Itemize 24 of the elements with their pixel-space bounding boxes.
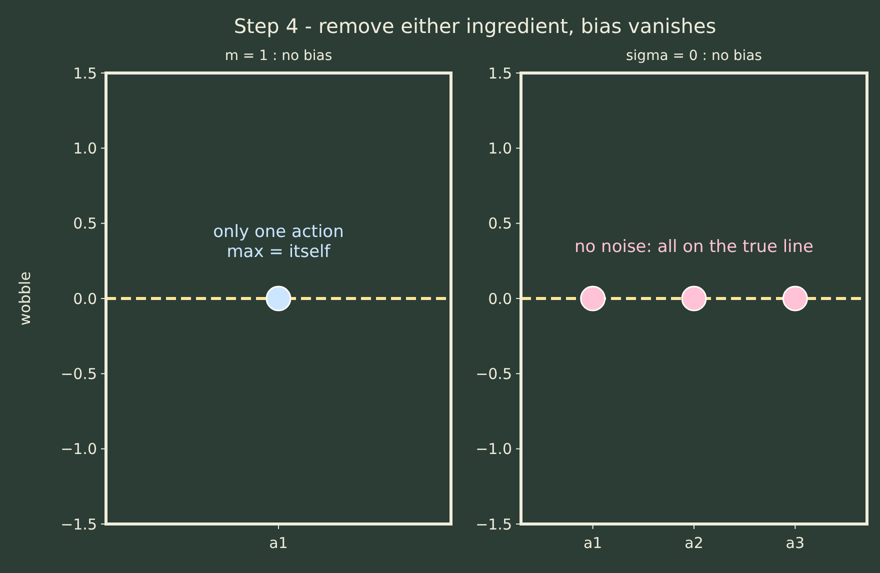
y-tick-label: 1.5 (73, 64, 97, 82)
y-tick-label: 0.0 (488, 290, 512, 308)
y-axis-title: wobble (16, 272, 34, 326)
y-tick-label: −0.5 (60, 364, 97, 383)
y-tick-label: −0.5 (476, 364, 512, 383)
y-tick-label: −1.5 (60, 515, 97, 534)
annotation: only one action max = itself (213, 222, 344, 262)
y-tick-label: −1.0 (476, 440, 512, 458)
y-tick-label: −1.5 (476, 515, 512, 534)
y-tick-label: 0.5 (73, 214, 97, 233)
chart-title: Step 4 - remove either ingredient, bias vanishes (234, 14, 716, 38)
chart-subtitle: m = 1 : no bias (224, 48, 332, 64)
y-tick-label: −1.0 (60, 440, 97, 458)
annotation: no noise: all on the true line (574, 237, 814, 257)
y-tick-label: 0.5 (488, 214, 512, 233)
y-tick-label: 1.0 (73, 139, 97, 158)
x-tick-label: a1 (583, 534, 602, 552)
chart-subtitle: sigma = 0 : no bias (626, 48, 762, 64)
x-tick-label: a3 (786, 534, 805, 552)
x-tick-label: a1 (269, 534, 288, 552)
y-tick-label: 0.0 (73, 290, 97, 308)
x-tick-label: a2 (684, 534, 704, 552)
y-tick-label: 1.0 (488, 139, 512, 158)
y-tick-label: 1.5 (488, 64, 512, 82)
